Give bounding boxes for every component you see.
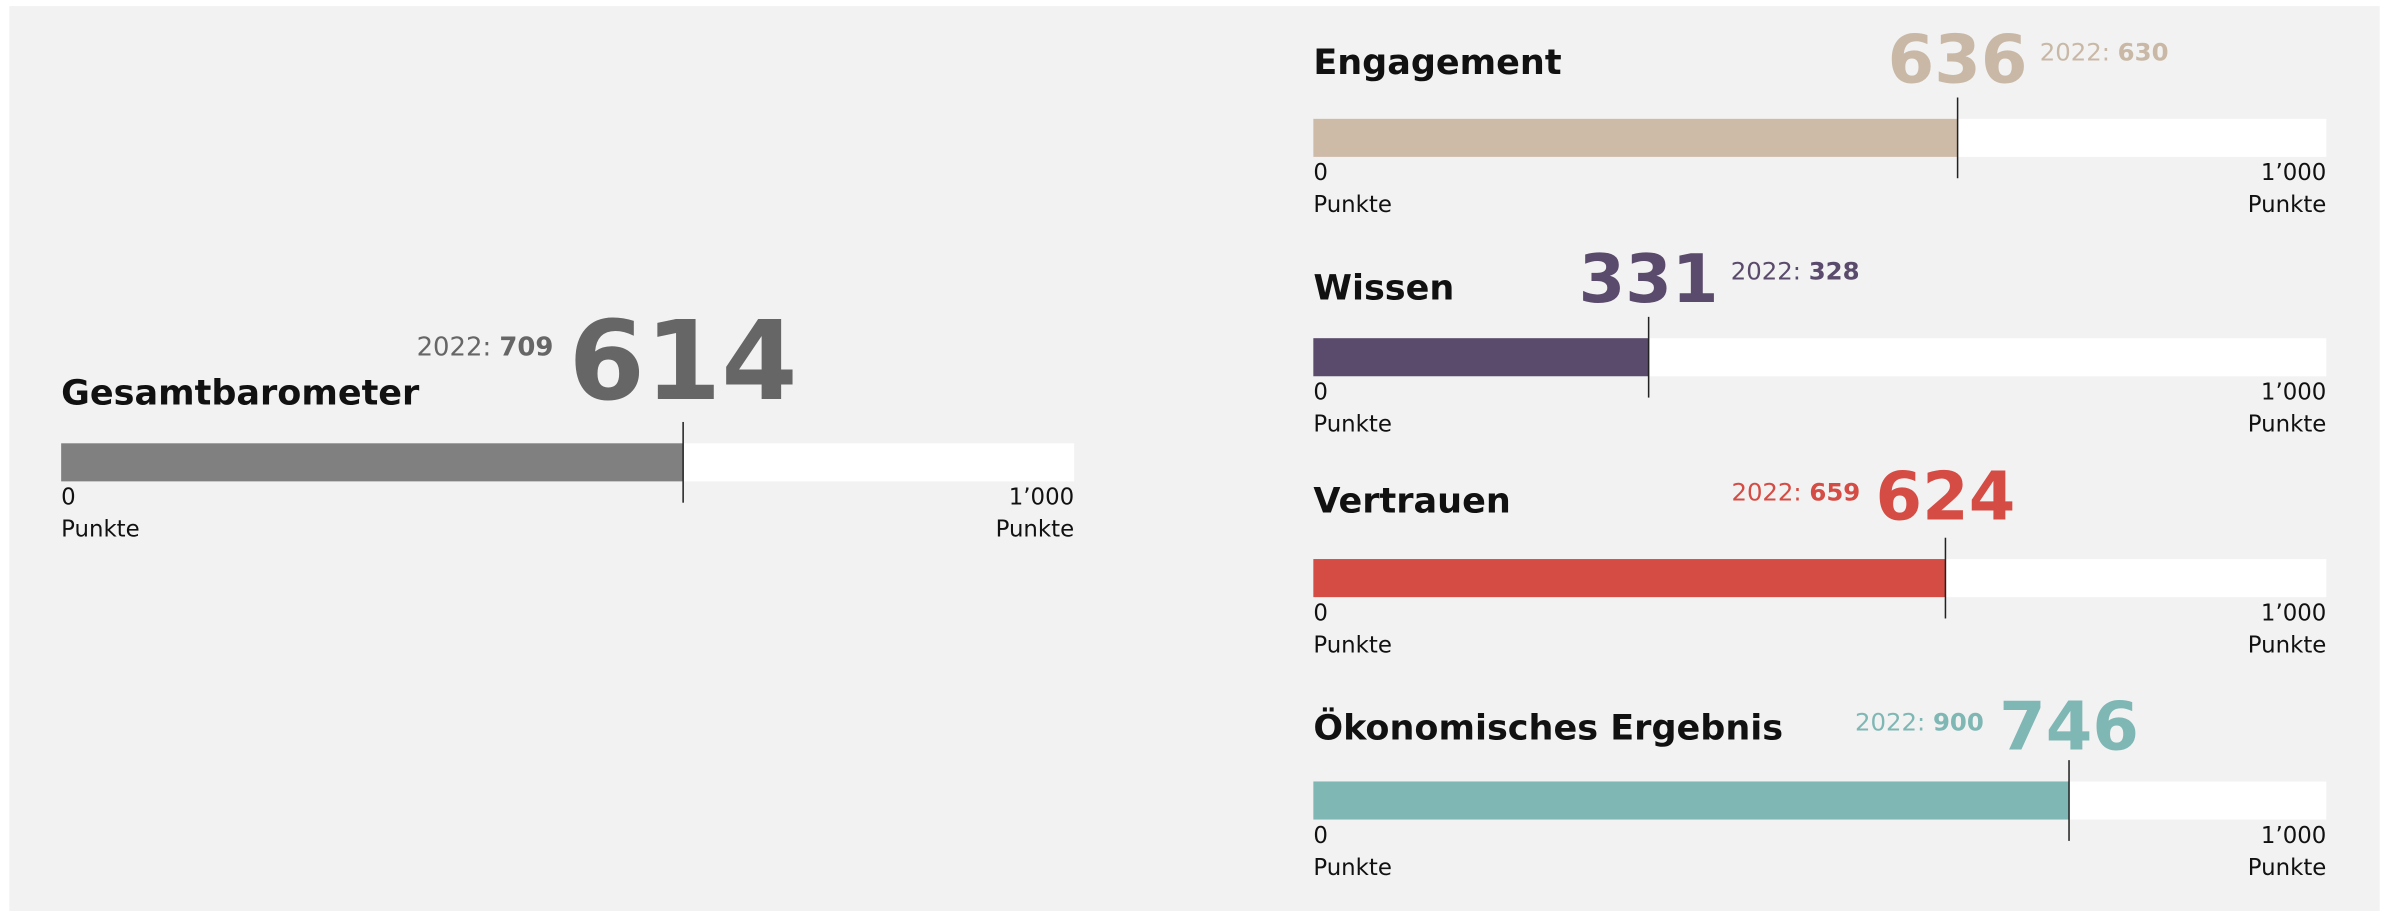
gauge-title: Gesamtbarometer: [61, 373, 420, 414]
comparison: 2022: 630: [2040, 37, 2169, 66]
axis-unit: Punkte: [61, 517, 140, 543]
comparison-label: 2022:: [1731, 478, 1801, 507]
axis-unit: Punkte: [1313, 855, 1392, 881]
tick-label: 0: [1313, 600, 1328, 626]
value-label: 746: [1999, 688, 2139, 766]
bar: [61, 443, 684, 482]
axis-unit: Punkte: [1313, 632, 1392, 658]
comparison: 2022: 659: [1731, 478, 1860, 507]
tick-label: 1’000: [2261, 823, 2326, 849]
axis-unit: Punkte: [2248, 855, 2327, 881]
axis-unit: Punkte: [996, 517, 1075, 543]
axis-unit: Punkte: [2248, 192, 2327, 218]
tick-label: 0: [61, 485, 76, 511]
comparison-label: 2022:: [2040, 37, 2110, 66]
value-label: 624: [1875, 458, 2015, 536]
tick-label: 1’000: [2261, 600, 2326, 626]
comparison: 2022: 328: [1731, 257, 1860, 286]
axis-unit: Punkte: [2248, 632, 2327, 658]
comparison: 2022: 900: [1855, 708, 1984, 737]
comparison-value: 328: [1809, 257, 1860, 286]
comparison-label: 2022:: [1731, 257, 1801, 286]
tick-label: 0: [1313, 380, 1328, 406]
bar: [1313, 338, 1649, 377]
gauge-title: Engagement: [1313, 42, 1561, 83]
gauge-title: Ökonomisches Ergebnis: [1313, 707, 1783, 749]
tick-label: 1’000: [1009, 485, 1074, 511]
value-label: 636: [1888, 21, 2028, 99]
axis-unit: Punkte: [1313, 192, 1392, 218]
value-label: 331: [1579, 240, 1719, 318]
tick-label: 0: [1313, 160, 1328, 186]
tick-label: 1’000: [2261, 380, 2326, 406]
comparison: 2022: 709: [417, 332, 554, 362]
comparison-value: 659: [1809, 478, 1860, 507]
comparison-value: 630: [2118, 37, 2169, 66]
comparison-label: 2022:: [417, 332, 492, 362]
tick-label: 0: [1313, 823, 1328, 849]
axis-unit: Punkte: [2248, 412, 2327, 438]
tick-label: 1’000: [2261, 160, 2326, 186]
gauge-title: Wissen: [1313, 267, 1454, 308]
value-label: 614: [569, 297, 798, 425]
comparison-label: 2022:: [1855, 708, 1925, 737]
bar: [1313, 118, 1958, 157]
bar: [1313, 781, 2070, 820]
bar: [1313, 559, 1946, 598]
comparison-value: 900: [1933, 708, 1984, 737]
comparison-value: 709: [499, 332, 553, 362]
axis-unit: Punkte: [1313, 412, 1392, 438]
gauge-title: Vertrauen: [1313, 481, 1510, 522]
